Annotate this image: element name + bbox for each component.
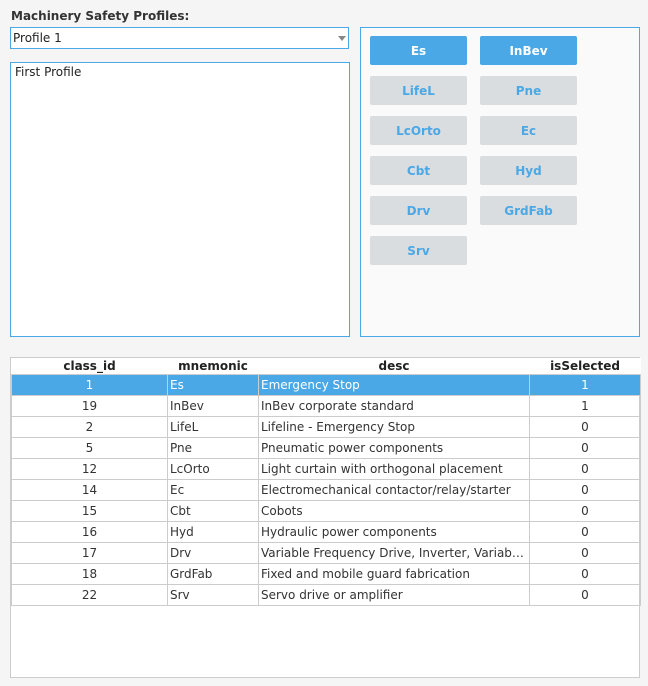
- is-selected-cell[interactable]: 0: [529, 521, 641, 543]
- mnemonic-cell[interactable]: Hyd: [167, 521, 259, 543]
- class-id-cell[interactable]: 15: [11, 500, 168, 522]
- mnemonic-cell[interactable]: LifeL: [167, 416, 259, 438]
- desc-cell[interactable]: Electromechanical contactor/relay/starte…: [258, 479, 530, 501]
- is-selected-cell[interactable]: 1: [529, 395, 641, 417]
- mnemonic-cell[interactable]: InBev: [167, 395, 259, 417]
- mnemonic-cell[interactable]: GrdFab: [167, 563, 259, 585]
- chevron-down-icon[interactable]: [338, 36, 346, 41]
- class-id-cell[interactable]: 22: [11, 584, 168, 606]
- mnemonic-cell[interactable]: Drv: [167, 542, 259, 564]
- table-row[interactable]: 12 LcOrto Light curtain with orthogonal pl…: [11, 458, 641, 480]
- table-row[interactable]: 22 Srv Servo drive or amplifier 0: [11, 584, 641, 606]
- table-row[interactable]: 5 Pne Pneumatic power components 0: [11, 437, 641, 459]
- desc-cell[interactable]: Fixed and mobile guard fabrication: [258, 563, 530, 585]
- is-selected-cell[interactable]: 0: [529, 500, 641, 522]
- desc-cell[interactable]: Variable Frequency Drive, Inverter, Vari…: [258, 542, 530, 564]
- is-selected-cell[interactable]: 0: [529, 416, 641, 438]
- table-row[interactable]: 14 Ec Electromechanical contactor/relay/st…: [11, 479, 641, 501]
- is-selected-cell[interactable]: 0: [529, 563, 641, 585]
- profile-dropdown[interactable]: Profile 1: [10, 27, 349, 49]
- is-selected-cell[interactable]: 0: [529, 458, 641, 480]
- table-row[interactable]: 16 Hyd Hydraulic power components 0: [11, 521, 641, 543]
- class-id-cell[interactable]: 2: [11, 416, 168, 438]
- class-id-cell[interactable]: 18: [11, 563, 168, 585]
- column-header-mnemonic[interactable]: mnemonic: [167, 358, 259, 375]
- profile-dropdown-value: Profile 1: [13, 31, 62, 45]
- class-id-cell[interactable]: 17: [11, 542, 168, 564]
- class-button-grdfab[interactable]: GrdFab: [480, 196, 577, 225]
- column-header-desc[interactable]: desc: [258, 358, 530, 375]
- table-row[interactable]: 15 Cbt Cobots 0: [11, 500, 641, 522]
- class-id-cell[interactable]: 1: [11, 374, 168, 396]
- column-header-class-id[interactable]: class_id: [11, 358, 168, 375]
- class-button-lifel[interactable]: LifeL: [370, 76, 467, 105]
- profile-description-textarea[interactable]: First Profile: [10, 62, 350, 337]
- is-selected-cell[interactable]: 0: [529, 437, 641, 459]
- table-row[interactable]: 19 InBev InBev corporate standard 1: [11, 395, 641, 417]
- class-button-panel: Es InBev LifeL Pne LcOrto Ec Cbt Hyd Drv GrdFab Sr…: [360, 27, 640, 337]
- is-selected-cell[interactable]: 0: [529, 542, 641, 564]
- mnemonic-cell[interactable]: Cbt: [167, 500, 259, 522]
- table-row[interactable]: 18 GrdFab Fixed and mobile guard fabricati…: [11, 563, 641, 585]
- class-button-inbev[interactable]: InBev: [480, 36, 577, 65]
- class-button-srv[interactable]: Srv: [370, 236, 467, 265]
- page-title: Machinery Safety Profiles:: [11, 9, 190, 23]
- class-button-drv[interactable]: Drv: [370, 196, 467, 225]
- class-button-es[interactable]: Es: [370, 36, 467, 65]
- class-id-cell[interactable]: 12: [11, 458, 168, 480]
- mnemonic-cell[interactable]: Pne: [167, 437, 259, 459]
- class-button-lcorto[interactable]: LcOrto: [370, 116, 467, 145]
- class-button-cbt[interactable]: Cbt: [370, 156, 467, 185]
- table-header-row: class_id mnemonic desc isSelected: [11, 358, 641, 375]
- desc-cell[interactable]: Light curtain with orthogonal placement: [258, 458, 530, 480]
- class-button-hyd[interactable]: Hyd: [480, 156, 577, 185]
- desc-cell[interactable]: InBev corporate standard: [258, 395, 530, 417]
- desc-cell[interactable]: Pneumatic power components: [258, 437, 530, 459]
- mnemonic-cell[interactable]: LcOrto: [167, 458, 259, 480]
- mnemonic-cell[interactable]: Ec: [167, 479, 259, 501]
- table-row[interactable]: 17 Drv Variable Frequency Drive, Inverter,…: [11, 542, 641, 564]
- desc-cell[interactable]: Cobots: [258, 500, 530, 522]
- desc-cell[interactable]: Hydraulic power components: [258, 521, 530, 543]
- is-selected-cell[interactable]: 0: [529, 479, 641, 501]
- classes-table: class_id mnemonic desc isSelected 1 Es Eme…: [10, 357, 641, 678]
- class-id-cell[interactable]: 16: [11, 521, 168, 543]
- mnemonic-cell[interactable]: Srv: [167, 584, 259, 606]
- class-button-ec[interactable]: Ec: [480, 116, 577, 145]
- column-header-is-selected[interactable]: isSelected: [529, 358, 641, 375]
- is-selected-cell[interactable]: 0: [529, 584, 641, 606]
- class-id-cell[interactable]: 19: [11, 395, 168, 417]
- is-selected-cell[interactable]: 1: [529, 374, 641, 396]
- table-row[interactable]: 1 Es Emergency Stop 1: [11, 374, 641, 396]
- table-row[interactable]: 2 LifeL Lifeline - Emergency Stop 0: [11, 416, 641, 438]
- class-button-pne[interactable]: Pne: [480, 76, 577, 105]
- class-id-cell[interactable]: 14: [11, 479, 168, 501]
- desc-cell[interactable]: Lifeline - Emergency Stop: [258, 416, 530, 438]
- mnemonic-cell[interactable]: Es: [167, 374, 259, 396]
- desc-cell[interactable]: Servo drive or amplifier: [258, 584, 530, 606]
- class-id-cell[interactable]: 5: [11, 437, 168, 459]
- desc-cell[interactable]: Emergency Stop: [258, 374, 530, 396]
